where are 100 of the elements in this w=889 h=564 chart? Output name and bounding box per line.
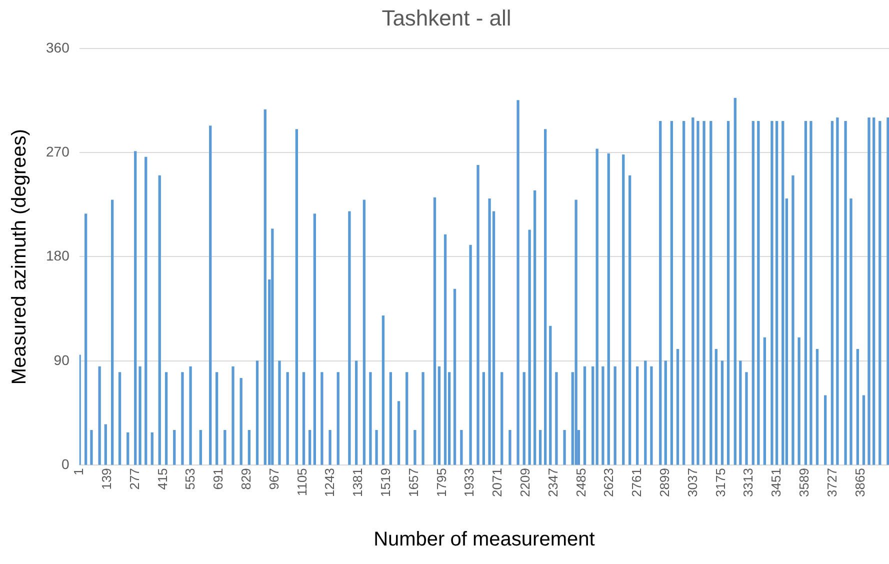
bar <box>181 372 184 465</box>
y-tick-label: 0 <box>62 456 70 472</box>
bar <box>544 129 547 465</box>
bar <box>602 366 604 465</box>
bar <box>476 164 480 465</box>
x-tick-label: 139 <box>99 468 114 490</box>
x-tick-label: 967 <box>266 468 282 490</box>
x-tick-label: 1 <box>71 468 86 476</box>
bar <box>574 200 578 465</box>
bar <box>126 432 130 465</box>
bar <box>868 118 870 465</box>
bar <box>295 129 298 465</box>
bar <box>389 372 392 465</box>
bar <box>763 337 766 465</box>
bar <box>469 244 472 465</box>
x-tick-label: 2761 <box>629 468 644 497</box>
bar <box>328 430 332 465</box>
x-axis-title: Number of measurement <box>374 528 596 551</box>
x-tick-label: 415 <box>154 468 170 490</box>
bar <box>682 120 686 465</box>
x-tick-label: 1519 <box>378 468 394 497</box>
bar <box>278 360 281 465</box>
x-tick-label: 1243 <box>322 468 338 497</box>
bar <box>533 190 536 465</box>
bar <box>232 366 234 465</box>
bar <box>264 109 266 465</box>
bar <box>782 120 784 465</box>
bar <box>810 120 812 465</box>
bar <box>692 118 694 465</box>
bar <box>144 156 148 465</box>
x-tick-label: 3589 <box>796 468 812 497</box>
x-tick-label: 1933 <box>462 468 477 497</box>
bar <box>644 360 647 465</box>
bar <box>622 154 625 465</box>
bar <box>482 372 486 465</box>
x-tick-label: 1795 <box>434 468 449 497</box>
bar <box>670 120 674 465</box>
bar <box>224 430 226 465</box>
bar <box>406 372 408 465</box>
bar <box>150 432 154 465</box>
bar <box>104 424 107 465</box>
y-tick-label: 360 <box>46 39 70 56</box>
x-tick-label: 3451 <box>768 468 784 497</box>
bar <box>745 372 748 465</box>
bar <box>79 354 81 465</box>
bar <box>199 430 202 465</box>
bar <box>240 378 242 465</box>
bar <box>488 198 491 465</box>
bar <box>256 360 259 465</box>
x-tick-label: 2485 <box>573 468 588 497</box>
bar <box>375 430 378 465</box>
bar <box>607 153 610 465</box>
x-tick-label: 2347 <box>545 468 560 497</box>
x-tick-label: 829 <box>238 468 254 490</box>
bar <box>98 366 101 465</box>
y-axis-title: Measured azimuth (degrees) <box>8 128 31 385</box>
bar <box>438 366 441 465</box>
bar <box>209 126 212 465</box>
bar <box>90 430 93 465</box>
x-tick-label: 1105 <box>294 468 310 496</box>
bar <box>664 360 667 465</box>
bar <box>696 120 700 465</box>
x-tick-label: 2209 <box>518 468 533 497</box>
bar <box>134 151 137 465</box>
bar <box>596 148 598 465</box>
y-tick-label: 90 <box>54 352 70 368</box>
bar <box>453 288 456 465</box>
bar <box>549 326 552 465</box>
bar <box>850 198 852 465</box>
x-tick-label: 3037 <box>684 468 700 497</box>
bar <box>354 360 358 465</box>
bar <box>164 372 168 465</box>
bar <box>320 372 324 465</box>
bar <box>460 430 463 465</box>
bar <box>872 118 876 465</box>
x-tick-label: 553 <box>182 468 198 490</box>
bar <box>836 118 839 465</box>
x-tick-label: 3175 <box>712 468 728 497</box>
chart-title: Tashkent - all <box>382 5 512 30</box>
x-tick-label: 277 <box>126 468 142 490</box>
y-tick-label: 180 <box>46 248 70 264</box>
bar <box>614 366 616 465</box>
bar <box>583 366 586 465</box>
bar <box>382 315 385 465</box>
x-tick-label: 691 <box>210 468 226 490</box>
bar <box>792 175 794 465</box>
bar <box>286 372 289 465</box>
bar <box>138 366 142 465</box>
bar <box>516 100 520 465</box>
bar <box>739 360 742 465</box>
bar <box>878 120 882 465</box>
bar <box>555 372 558 465</box>
bar <box>302 372 306 465</box>
bar <box>676 349 680 465</box>
bar <box>775 120 778 465</box>
bar <box>444 234 447 465</box>
bar <box>369 372 372 465</box>
bar <box>563 430 566 465</box>
bar <box>189 366 192 465</box>
bar <box>720 360 724 465</box>
